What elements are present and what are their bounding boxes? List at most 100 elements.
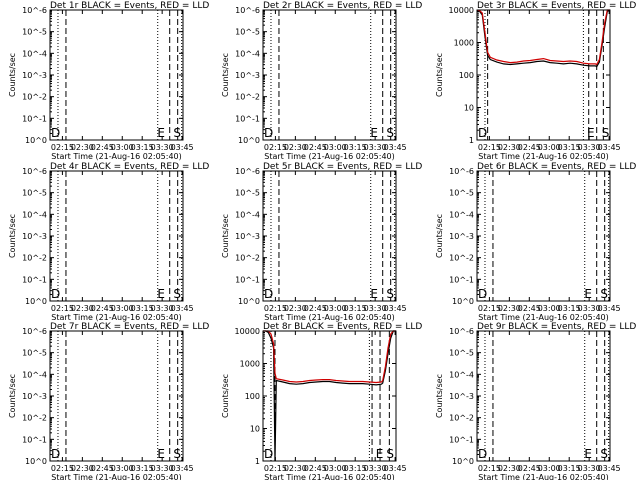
- y-axis-label: Counts/sec: [8, 214, 17, 258]
- lld-series-line: [476, 9, 610, 66]
- x-tick-label: 02:30: [71, 464, 94, 473]
- y-tick-label: 10^-2: [22, 414, 47, 423]
- marker-label-d: D: [51, 126, 60, 140]
- x-tick-label: 02:45: [304, 464, 327, 473]
- y-tick-label: 10^-1: [22, 435, 47, 444]
- y-tick-label: 10^-5: [235, 189, 260, 198]
- x-tick-label: 02:30: [71, 143, 94, 152]
- y-tick-label: 10^-5: [449, 189, 474, 198]
- y-tick-label: 10^0: [452, 297, 474, 306]
- x-tick-label: 02:15: [51, 464, 74, 473]
- y-tick-label: 100: [245, 392, 260, 401]
- x-tick-label: 03:15: [131, 464, 154, 473]
- y-tick-label: 10: [464, 104, 474, 113]
- x-tick-label: 02:45: [91, 304, 114, 313]
- panel-det9: Det 9r BLACK = Events, RED = LLD 10^0 10^-…: [435, 322, 636, 480]
- y-tick-label: 10^-1: [22, 275, 47, 284]
- x-tick-label: 02:15: [478, 304, 501, 313]
- y-tick-label: 10^0: [25, 457, 47, 466]
- x-tick-label: 02:15: [51, 143, 74, 152]
- panel-det3: Det 3r BLACK = Events, RED = LLD 1 10 100 10…: [435, 1, 636, 161]
- marker-label-e: E: [584, 287, 592, 301]
- y-tick-label: 10^-2: [22, 93, 47, 102]
- lld-series-line: [263, 330, 396, 384]
- x-tick-label: 03:30: [151, 304, 174, 313]
- y-tick-label: 10^-5: [22, 28, 47, 37]
- y-tick-label: 10^-3: [235, 232, 260, 241]
- marker-label-d: D: [478, 447, 487, 461]
- x-tick-label: 02:15: [264, 143, 287, 152]
- x-axis-label: Start Time (21-Aug-16 02:05:40): [264, 152, 395, 161]
- marker-label-d: D: [264, 287, 273, 301]
- marker-label-e: E: [157, 126, 165, 140]
- marker-label-s: S: [173, 126, 181, 140]
- y-tick-label: 1000: [240, 360, 260, 369]
- marker-label-s: S: [602, 126, 610, 140]
- x-tick-label: 03:00: [111, 304, 134, 313]
- events-series-line: [476, 9, 611, 68]
- x-tick-label: 03:45: [384, 464, 407, 473]
- y-tick-label: 10^-6: [235, 6, 260, 15]
- y-tick-label: 100: [459, 71, 474, 80]
- y-tick-label: 10^-1: [449, 275, 474, 284]
- y-axis-label: Counts/sec: [435, 374, 444, 418]
- y-tick-label: 10^0: [25, 136, 47, 145]
- marker-label-e: E: [584, 447, 592, 461]
- y-tick-label: 10^-1: [449, 435, 474, 444]
- panel-title: Det 8r BLACK = Events, RED = LLD: [263, 322, 422, 332]
- x-tick-label: 03:00: [538, 304, 561, 313]
- marker-label-d: D: [51, 447, 60, 461]
- x-tick-label: 02:45: [91, 143, 114, 152]
- x-tick-label: 03:15: [558, 143, 581, 152]
- marker-label-d: D: [51, 287, 60, 301]
- x-tick-label: 03:15: [131, 304, 154, 313]
- y-tick-label: 10^-3: [22, 71, 47, 80]
- y-tick-label: 10^-4: [22, 49, 47, 58]
- y-axis-label: Counts/sec: [221, 374, 230, 418]
- plot-frame: [476, 330, 611, 462]
- y-tick-label: 10^0: [238, 297, 260, 306]
- x-axis-label: Start Time (21-Aug-16 02:05:40): [478, 152, 609, 161]
- x-tick-label: 03:30: [578, 464, 601, 473]
- x-tick-label: 03:00: [538, 464, 561, 473]
- x-tick-label: 02:30: [284, 143, 307, 152]
- x-tick-label: 02:15: [264, 304, 287, 313]
- x-tick-label: 02:45: [518, 304, 541, 313]
- panel-title: Det 3r BLACK = Events, RED = LLD: [477, 1, 636, 11]
- panel-det5: Det 5r BLACK = Events, RED = LLD 10^0 10^-…: [221, 162, 422, 322]
- x-tick-label: 03:00: [111, 143, 134, 152]
- y-tick-label: 1: [255, 457, 260, 466]
- x-tick-label: 03:45: [384, 304, 407, 313]
- marker-label-s: S: [386, 287, 394, 301]
- x-tick-label: 03:30: [151, 464, 174, 473]
- y-axis-label: Counts/sec: [221, 214, 230, 258]
- y-tick-label: 10: [250, 425, 260, 434]
- events-series-line: [263, 330, 396, 462]
- y-tick-label: 10^-4: [235, 49, 260, 58]
- plot-frame: [262, 170, 397, 302]
- x-tick-label: 03:45: [171, 464, 194, 473]
- panel-det8: Det 8r BLACK = Events, RED = LLD 1 10 100 10…: [221, 322, 422, 480]
- x-tick-label: 03:00: [324, 464, 347, 473]
- x-tick-label: 02:15: [51, 304, 74, 313]
- x-tick-label: 03:45: [598, 143, 621, 152]
- x-tick-label: 02:30: [71, 304, 94, 313]
- y-axis-label: Counts/sec: [435, 53, 444, 97]
- x-tick-label: 03:00: [324, 143, 347, 152]
- plot-frame: [262, 9, 397, 141]
- y-tick-label: 10^-3: [449, 392, 474, 401]
- y-tick-label: 10^-3: [235, 71, 260, 80]
- y-tick-label: 10^-2: [449, 254, 474, 263]
- marker-label-s: S: [600, 447, 608, 461]
- x-axis-label: Start Time (21-Aug-16 02:05:40): [264, 473, 395, 480]
- y-tick-label: 10^-5: [449, 349, 474, 358]
- x-tick-label: 03:30: [364, 304, 387, 313]
- plot-frame: [49, 170, 184, 302]
- x-tick-label: 02:15: [478, 143, 501, 152]
- y-tick-label: 10^-6: [235, 167, 260, 176]
- y-tick-label: 10^-2: [22, 254, 47, 263]
- panel-det4: Det 4r BLACK = Events, RED = LLD 10^0 10^-…: [8, 162, 209, 322]
- y-tick-label: 10^-2: [235, 93, 260, 102]
- y-tick-label: 10^-3: [449, 232, 474, 241]
- marker-label-e: E: [370, 287, 378, 301]
